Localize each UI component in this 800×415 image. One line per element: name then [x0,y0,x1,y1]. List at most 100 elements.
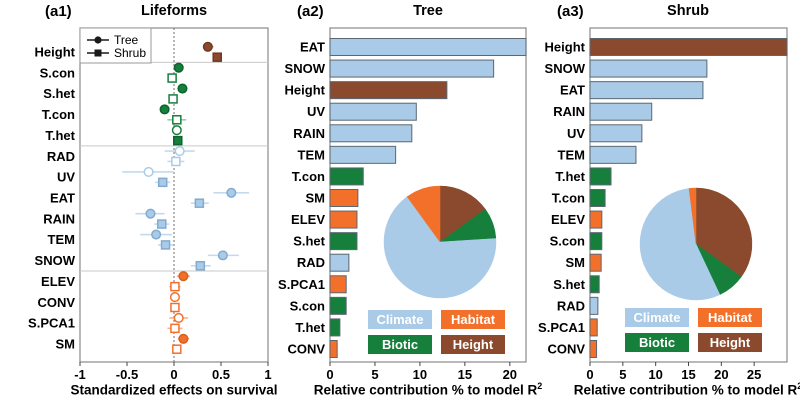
row-label-S.PCA1: S.PCA1 [278,277,325,292]
panel-title-shrub: Shrub [667,3,709,19]
row-label-TEM: TEM [298,147,325,162]
row-label-SNOW: SNOW [545,61,586,76]
row-label-UV: UV [567,126,585,141]
bar-S.PCA1 [589,318,598,337]
row-label-S.con: S.con [550,234,585,249]
marker-shrub-S.con [167,73,177,83]
row-label-S.het: S.het [43,86,75,101]
row-label-RAIN: RAIN [293,126,325,141]
row-label-ELEV: ELEV [551,212,585,227]
x-axis-label-a1: Standardized effects on survival [70,382,278,398]
bar-T.het [329,318,341,337]
legend-swatch-height [698,333,762,352]
x-tick-label: 15 [681,367,695,382]
marker-shrub-UV [157,177,168,188]
row-label-T.het: T.het [555,169,585,184]
marker-shrub-RAIN [157,219,167,229]
bar-Height [329,81,448,100]
bar-SM [329,188,359,207]
marker-tree-RAD [174,146,185,157]
bar-RAD [329,253,350,272]
bar-S.PCA1 [329,275,347,294]
x-tick-label: 5 [371,367,378,382]
legend-label-biotic: Biotic [382,337,418,352]
bar-TEM [589,145,637,164]
x-tick-label: 15 [458,367,472,382]
x-tick-label: 20 [503,367,517,382]
x-tick-label: 20 [714,367,728,382]
bar-CONV [329,339,338,358]
x-tick-label: 0 [586,367,593,382]
row-label-RAD: RAD [297,255,325,270]
legend-swatch-habitat [441,310,505,329]
row-label-T.het: T.het [45,128,75,143]
row-label-RAIN: RAIN [553,104,585,119]
legend-swatch-climate [368,310,432,329]
row-label-S.con: S.con [290,298,325,313]
row-label-T.con: T.con [292,169,325,184]
row-label-Height: Height [35,45,76,60]
row-label-TEM: TEM [558,147,585,162]
row-label-TEM: TEM [48,232,75,247]
marker-shrub-CONV [170,302,180,313]
row-label-T.con: T.con [552,190,585,205]
marker-tree-UV [143,166,154,177]
row-label-RAIN: RAIN [43,211,75,226]
x-tick-label: 1 [264,367,271,382]
row-label-Height: Height [285,83,326,98]
panel-title-tree: Tree [413,3,443,19]
pie-slice-habitat [688,187,697,245]
row-label-CONV: CONV [547,341,585,356]
bar-ELEV [329,210,358,229]
legend-label-shrub: Shrub [114,46,146,60]
x-tick-label: -0.5 [116,367,138,382]
marker-tree-T.het [171,125,182,136]
pie-slice-climate [639,188,721,301]
row-label-S.het: S.het [553,277,585,292]
panel-label-a2: (a2) [297,3,324,20]
legend-label-climate: Climate [377,312,424,327]
x-axis-label-a3: Relative contribution % to model R2 [573,381,800,398]
bar-RAD [589,296,599,315]
pie-slice-climate [383,196,497,299]
row-label-S.het: S.het [293,234,325,249]
row-label-ELEV: ELEV [41,274,75,289]
legend-swatch-biotic [368,335,432,354]
x-tick-label: 0 [170,367,177,382]
bar-ELEV [589,210,603,229]
panel-label-a3: (a3) [557,3,584,20]
panel-label-a1: (a1) [45,3,72,20]
row-label-SM: SM [306,190,326,205]
marker-tree-T.con [159,104,170,115]
marker-tree-ELEV [178,271,189,282]
row-label-SM: SM [566,255,586,270]
row-label-Height: Height [545,40,586,55]
legend-circle-icon [94,36,102,44]
marker-tree-Height [202,41,213,52]
marker-shrub-T.het [173,135,183,146]
marker-tree-EAT [226,187,237,198]
legend-label-height: Height [453,337,494,352]
legend-label-tree: Tree [114,33,139,47]
row-label-RAD: RAD [557,298,585,313]
marker-tree-CONV [169,292,180,303]
marker-tree-SNOW [217,250,228,261]
marker-shrub-S.PCA1 [170,323,180,334]
legend-swatch-height [441,335,505,354]
legend-swatch-biotic [625,333,689,352]
bar-Height [589,38,788,56]
marker-tree-RAIN [145,208,156,219]
legend-label-biotic: Biotic [639,335,675,350]
bar-RAIN [329,124,413,143]
marker-shrub-RAD [171,156,181,167]
row-label-EAT: EAT [50,190,75,205]
legend-label-habitat: Habitat [708,310,753,325]
row-label-CONV: CONV [287,341,325,356]
bar-RAIN [589,102,653,121]
panel-title-lifeforms: Lifeforms [140,3,208,19]
pie-slice-habitat [406,185,441,243]
bar-T.het [589,167,612,186]
bar-EAT [589,81,704,100]
